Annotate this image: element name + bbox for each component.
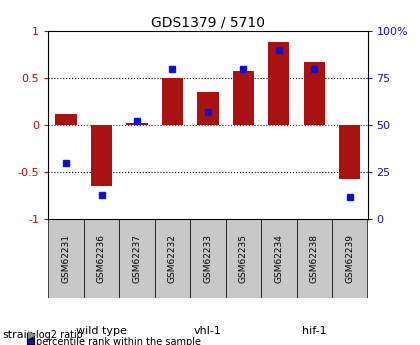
Text: percentile rank within the sample: percentile rank within the sample [36,337,201,345]
Bar [226,219,261,298]
Bar [268,42,289,125]
Text: GSM62234: GSM62234 [274,234,284,283]
Bar [197,92,218,125]
Text: GSM62231: GSM62231 [62,234,71,283]
Bar [339,125,360,179]
Text: GSM62236: GSM62236 [97,234,106,283]
Bar [233,70,254,125]
Text: GSM62232: GSM62232 [168,234,177,283]
Text: GSM62233: GSM62233 [203,234,213,283]
Text: GSM62238: GSM62238 [310,234,319,283]
Bar [304,62,325,125]
Text: GSM62239: GSM62239 [345,234,354,283]
Bar [55,114,77,125]
Bar [155,219,190,298]
Text: strain: strain [2,330,34,339]
Text: GSM62235: GSM62235 [239,234,248,283]
Bar [126,123,147,125]
Bar [297,219,332,298]
Text: log2 ratio: log2 ratio [36,331,82,340]
Text: ▶: ▶ [28,330,37,339]
Bar [48,219,84,298]
Bar [162,78,183,125]
Bar [332,219,368,298]
Text: hif-1: hif-1 [302,326,327,336]
Text: vhl-1: vhl-1 [194,326,222,336]
Text: wild type: wild type [76,326,127,336]
Bar [261,219,297,298]
Bar [190,219,226,298]
Bar [119,219,155,298]
Text: GSM62237: GSM62237 [132,234,142,283]
Title: GDS1379 / 5710: GDS1379 / 5710 [151,16,265,30]
Bar [84,219,119,298]
Bar [91,125,112,186]
